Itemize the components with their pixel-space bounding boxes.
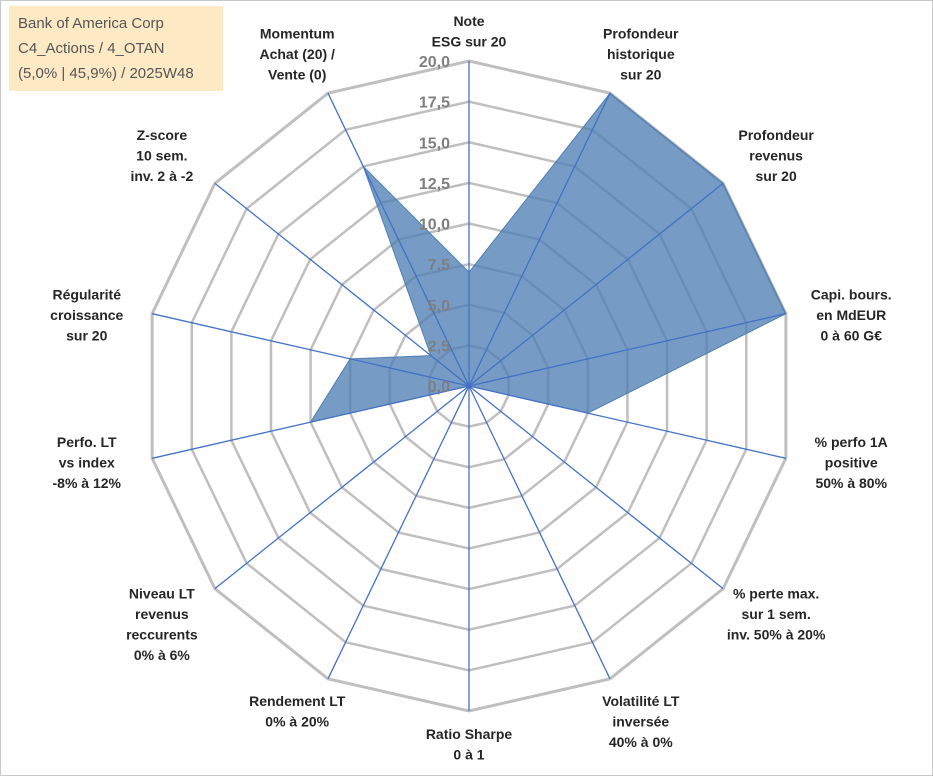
axis-label-line: sur 20 (756, 168, 797, 184)
axis-label-line: % perte max. (733, 585, 819, 601)
axis-label-line: revenus (135, 606, 189, 622)
axis-label-line: croissance (50, 307, 123, 323)
axis-label-line: Vente (0) (268, 66, 326, 82)
axis-spoke (327, 385, 470, 680)
axis-label-line: % perfo 1A (815, 434, 888, 450)
axis-label: Rendement LT 0% à 20% (249, 693, 346, 730)
axis-label-line: reccurents (126, 626, 198, 642)
axis-label-line: inv. 2 à -2 (130, 168, 193, 184)
axis-label: % perte max. sur 1 sem. inv. 50% à 20% (727, 585, 826, 642)
axis-layer (152, 61, 786, 711)
axis-label-line: inversée (612, 714, 669, 730)
axis-label-line: 10 sem. (136, 148, 187, 164)
axis-label-line: sur 1 sem. (741, 606, 810, 622)
axis-label-line: sur 20 (66, 328, 107, 344)
axis-label-line: Z-score (137, 127, 188, 143)
tick-label: 15,0 (419, 135, 450, 152)
axis-label-line: 0% à 20% (265, 714, 329, 730)
tick-label: 5,0 (428, 298, 450, 315)
axis-label-line: Note (453, 13, 484, 29)
tick-layer: 0,0 2,5 5,0 7,5 10,0 12,5 15,0 17,5 20,0 (419, 54, 450, 396)
axis-label-line: 0 à 60 G€ (820, 328, 882, 344)
label-layer: Note ESG sur 20 Profondeur historique sur 20… (50, 13, 892, 763)
axis-label: Capi. bours. en MdEUR 0 à 60 G€ (811, 287, 892, 344)
axis-label: Volatilité LT inversée 40% à 0% (602, 693, 680, 750)
info-line-3: (5,0% | 45,9%) / 2025W48 (18, 65, 194, 82)
axis-label-line: 0 à 1 (453, 747, 484, 763)
info-line-2: C4_Actions / 4_OTAN (18, 40, 165, 57)
axis-label: Note ESG sur 20 (432, 13, 507, 50)
axis-spoke (468, 385, 724, 590)
tick-label: 0,0 (428, 379, 450, 396)
axis-label: Régularité croissance sur 20 (50, 287, 123, 344)
axis-spoke (468, 182, 724, 387)
axis-label-line: Rendement LT (249, 693, 346, 709)
axis-label: Profondeur revenus sur 20 (738, 127, 814, 184)
axis-label-line: Achat (20) / (259, 46, 335, 62)
tick-label: 10,0 (419, 217, 450, 234)
axis-label: % perfo 1A positive 50% à 80% (815, 434, 888, 491)
axis-label: Perfo. LT vs index -8% à 12% (53, 434, 122, 491)
axis-spoke (152, 313, 470, 387)
axis-label-line: sur 20 (620, 66, 661, 82)
axis-spoke (327, 92, 470, 387)
axis-spoke (468, 313, 786, 387)
axis-label-line: Niveau LT (129, 585, 195, 601)
axis-spoke (468, 385, 611, 680)
axis-label: Momentum Achat (20) / Vente (0) (259, 25, 335, 82)
tick-label: 17,5 (419, 95, 450, 112)
axis-label-line: 0% à 6% (134, 647, 191, 663)
axis-label-line: Ratio Sharpe (426, 726, 513, 742)
axis-label: Profondeur historique sur 20 (603, 25, 679, 82)
tick-label: 2,5 (428, 338, 450, 355)
axis-label: Niveau LT revenus reccurents 0% à 6% (126, 585, 198, 663)
axis-label-line: Perfo. LT (57, 434, 117, 450)
info-box: Bank of America Corp C4_Actions / 4_OTAN… (9, 6, 223, 91)
series-layer (309, 92, 787, 431)
axis-label-line: Momentum (260, 25, 335, 41)
axis-label: Ratio Sharpe 0 à 1 (426, 726, 513, 763)
axis-label: Z-score 10 sem. inv. 2 à -2 (130, 127, 193, 184)
axis-label-line: -8% à 12% (53, 475, 122, 491)
tick-label: 12,5 (419, 176, 450, 193)
axis-spoke (152, 385, 470, 459)
axis-label-line: Volatilité LT (602, 693, 680, 709)
axis-label-line: Profondeur (738, 127, 814, 143)
info-line-1: Bank of America Corp (18, 15, 164, 32)
axis-label-line: Profondeur (603, 25, 679, 41)
series-area (309, 92, 787, 431)
axis-spoke (214, 385, 470, 590)
axis-label-line: revenus (749, 148, 803, 164)
tick-label: 20,0 (419, 54, 450, 71)
axis-label-line: Capi. bours. (811, 287, 892, 303)
axis-spoke (214, 182, 470, 387)
axis-label-line: en MdEUR (816, 307, 886, 323)
axis-label-line: vs index (59, 454, 115, 470)
axis-label-line: Régularité (53, 287, 122, 303)
axis-label-line: ESG sur 20 (432, 34, 507, 50)
axis-label-line: historique (607, 46, 675, 62)
axis-label-line: positive (825, 454, 878, 470)
axis-label-line: 50% à 80% (815, 475, 887, 491)
axis-spoke (468, 385, 786, 459)
axis-label-line: inv. 50% à 20% (727, 626, 826, 642)
axis-spoke (468, 92, 611, 387)
tick-label: 7,5 (428, 257, 450, 274)
axis-label-line: 40% à 0% (609, 734, 673, 750)
